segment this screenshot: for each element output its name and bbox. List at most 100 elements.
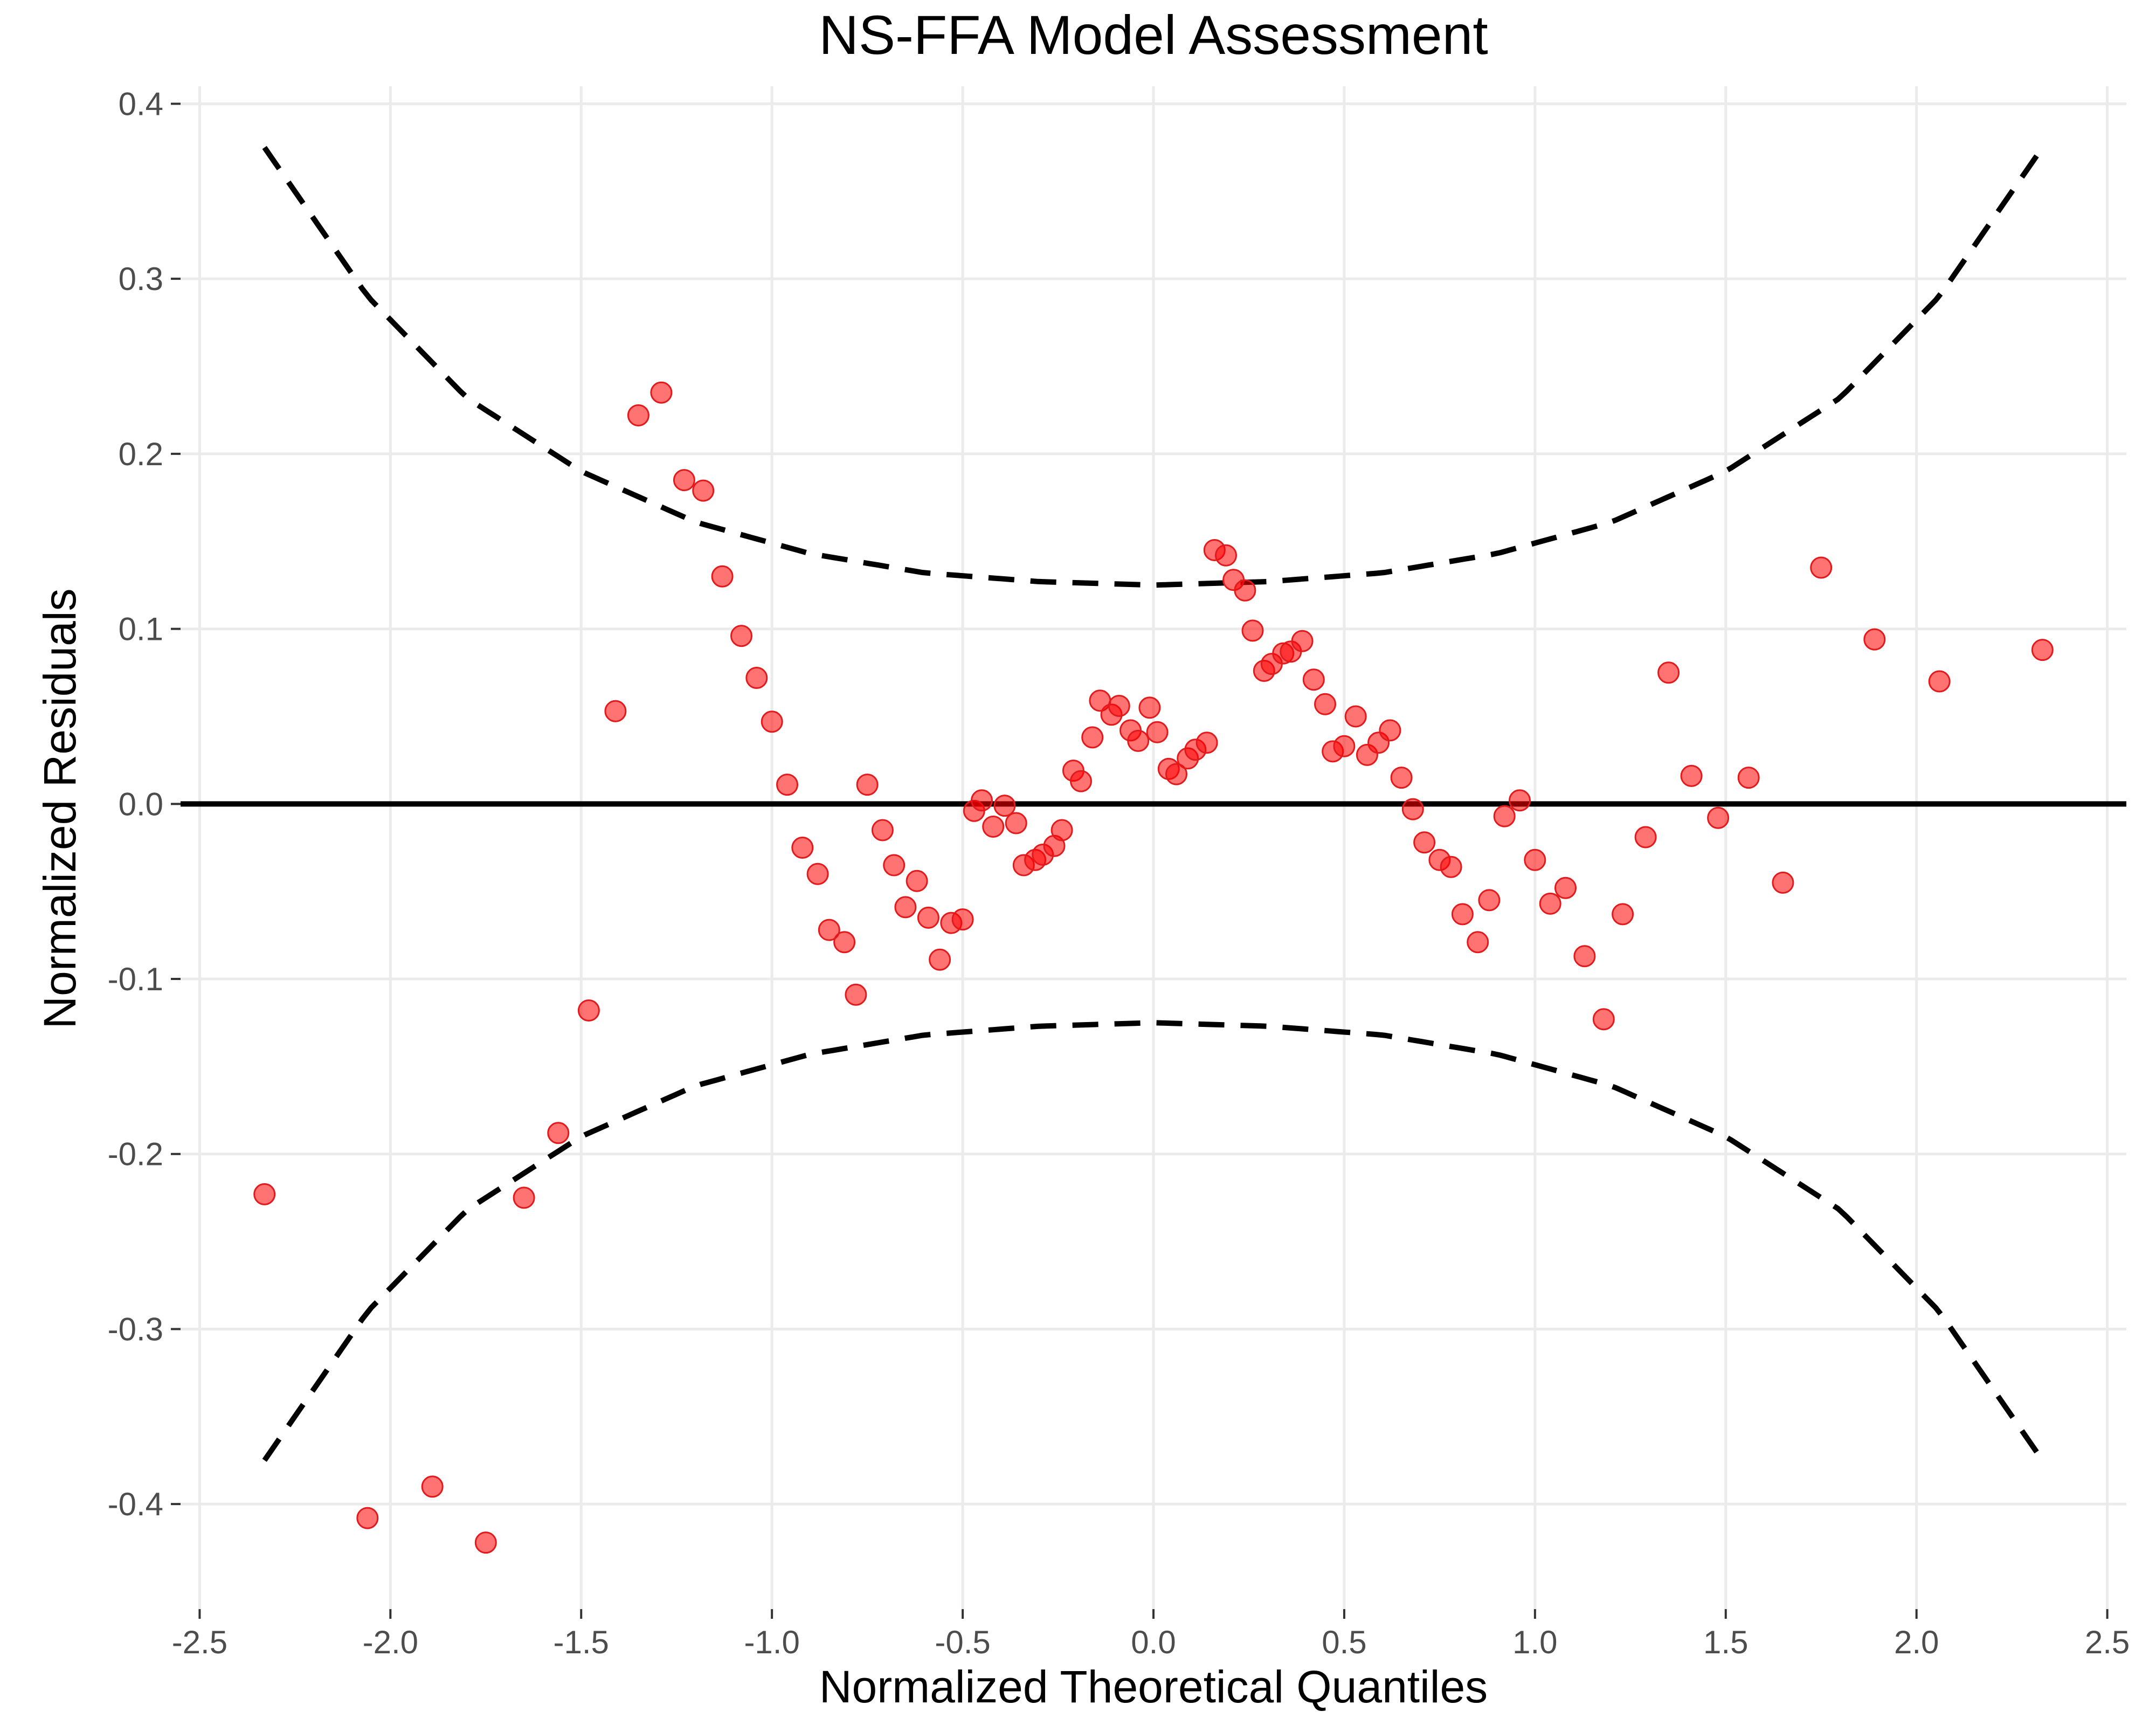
residual-point — [1810, 556, 1833, 579]
y-tick-label: -0.2 — [108, 1136, 163, 1172]
residual-point — [1333, 735, 1356, 757]
residual-point — [1467, 931, 1489, 954]
residual-point — [1863, 628, 1886, 651]
y-tick-label: 0.3 — [119, 261, 163, 297]
residual-point — [1051, 819, 1073, 841]
y-tick-label: -0.4 — [108, 1486, 163, 1522]
residual-point — [421, 1475, 444, 1498]
residual-point — [1493, 805, 1516, 827]
residual-point — [692, 479, 715, 502]
residual-point — [1215, 544, 1237, 567]
residual-point — [1592, 1008, 1615, 1031]
residual-point — [1234, 579, 1256, 602]
residual-point — [1680, 764, 1703, 787]
residual-point — [856, 774, 879, 796]
residual-point — [1451, 903, 1474, 926]
residual-point — [1390, 767, 1413, 789]
residual-point — [2031, 639, 2054, 661]
residual-point — [1138, 696, 1161, 719]
residual-point — [1737, 767, 1760, 789]
residual-point — [745, 667, 768, 689]
residual-point — [1401, 798, 1424, 820]
x-tick-label: 1.0 — [1512, 1624, 1557, 1660]
y-tick-label: 0.4 — [119, 86, 163, 122]
x-tick-label: -2.5 — [172, 1624, 227, 1660]
residual-point — [1539, 892, 1561, 915]
residual-point — [982, 816, 1005, 838]
residual-point — [1314, 693, 1336, 715]
residual-point — [1005, 812, 1027, 834]
residual-point — [1379, 719, 1401, 742]
residual-point — [1127, 729, 1150, 752]
lower-confidence-bound — [262, 1020, 2045, 1462]
residual-point — [1241, 619, 1264, 642]
y-tick-label: 0.1 — [119, 611, 163, 647]
residual-point — [1302, 668, 1325, 691]
x-tick-label: 0.5 — [1322, 1624, 1366, 1660]
x-tick-label: 1.5 — [1703, 1624, 1748, 1660]
residual-point — [356, 1507, 379, 1529]
residual-point — [833, 931, 856, 954]
residual-point — [730, 625, 752, 647]
data-points — [253, 381, 2054, 1554]
residual-point — [1291, 630, 1314, 652]
axis-ticks: -2.5 -2.0 -1.5 -1.0 -0.5 0.0 0.5 1.0 1.5 2.0 2.5 -0… — [108, 86, 2130, 1660]
x-tick-label: 2.0 — [1894, 1624, 1939, 1660]
residual-point — [673, 469, 695, 492]
residual-point — [1772, 871, 1794, 894]
residual-point — [513, 1186, 535, 1209]
residual-point — [845, 983, 867, 1006]
residual-point — [253, 1183, 276, 1205]
y-tick-label: 0.2 — [119, 436, 163, 472]
residual-point — [1509, 789, 1531, 812]
residual-point — [1524, 848, 1546, 871]
residual-point — [1196, 732, 1218, 754]
y-tick-label: -0.1 — [108, 961, 163, 997]
residual-point — [791, 837, 814, 859]
residual-point — [627, 404, 649, 426]
upper-confidence-bound — [262, 146, 2045, 588]
x-axis-label: Normalized Theoretical Quantiles — [819, 1661, 1488, 1712]
residual-point — [650, 381, 673, 404]
residual-point — [929, 948, 951, 971]
residual-point — [993, 795, 1016, 817]
residual-point — [871, 819, 894, 841]
residual-point — [1657, 661, 1680, 684]
y-tick-label: 0.0 — [119, 786, 163, 822]
x-tick-label: -2.0 — [363, 1624, 418, 1660]
x-tick-label: 2.5 — [2085, 1624, 2130, 1660]
residual-point — [1146, 721, 1169, 743]
residual-point — [1413, 831, 1436, 854]
residual-point — [1707, 806, 1730, 829]
residual-point — [917, 906, 939, 929]
residual-point — [806, 862, 829, 885]
residual-point — [776, 774, 798, 796]
residual-point — [604, 700, 627, 722]
residual-point — [1612, 903, 1634, 926]
residual-point — [1573, 945, 1596, 968]
residual-point — [1928, 670, 1951, 693]
residual-point — [711, 565, 734, 588]
y-tick-label: -0.3 — [108, 1311, 163, 1347]
residual-point — [1344, 705, 1367, 728]
residual-point — [1634, 826, 1657, 848]
residual-point — [906, 870, 928, 892]
grid-lines — [181, 86, 2126, 1609]
residual-point — [894, 896, 917, 919]
residual-point — [1478, 889, 1501, 912]
residual-point — [951, 908, 974, 931]
x-tick-label: -1.5 — [554, 1624, 609, 1660]
residual-point — [761, 710, 783, 733]
residual-point — [1070, 770, 1092, 792]
residual-point — [1165, 763, 1187, 785]
residual-point — [1108, 695, 1130, 717]
x-tick-label: 0.0 — [1131, 1624, 1176, 1660]
residual-point — [474, 1531, 497, 1554]
residual-point — [1440, 855, 1462, 878]
chart-title: NS-FFA Model Assessment — [819, 4, 1488, 66]
x-tick-label: -0.5 — [935, 1624, 990, 1660]
residual-point — [1554, 877, 1577, 899]
residual-point — [818, 919, 840, 941]
